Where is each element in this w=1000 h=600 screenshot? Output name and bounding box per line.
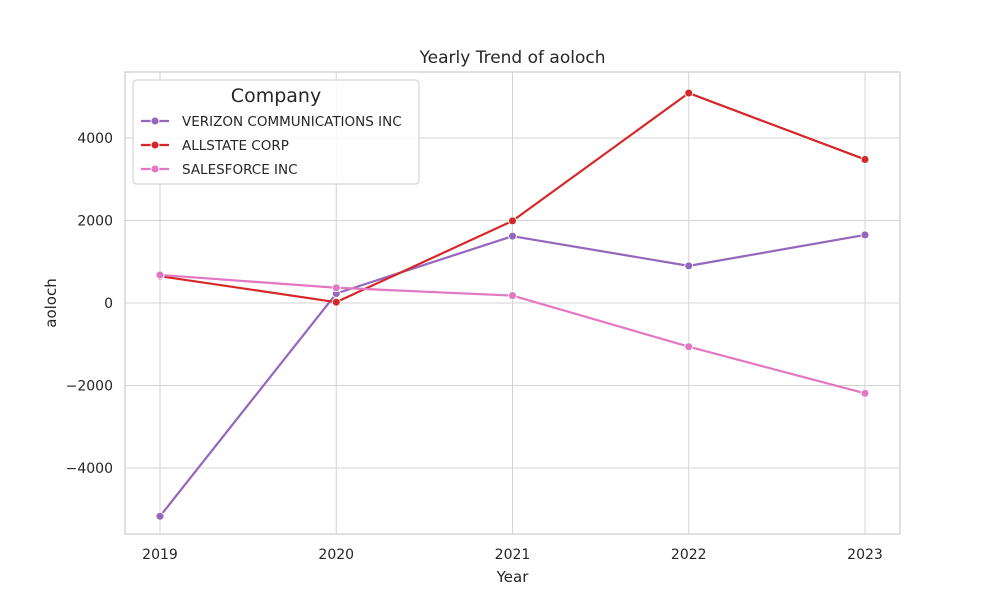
series-0 <box>155 230 870 521</box>
data-point <box>684 342 694 352</box>
legend: Company VERIZON COMMUNICATIONS INC ALLSTA… <box>132 79 420 185</box>
series-layer <box>155 88 870 521</box>
legend-title: Company <box>231 85 321 107</box>
y-tick-label: −4000 <box>66 461 113 477</box>
legend-label: SALESFORCE INC <box>182 162 298 178</box>
data-point <box>155 270 165 280</box>
data-point <box>155 511 165 521</box>
data-point <box>684 88 694 98</box>
y-tick-label: 2000 <box>77 214 113 230</box>
y-axis-title: aoloch <box>42 278 60 327</box>
legend-box <box>132 79 420 185</box>
x-tick-label: 2020 <box>318 547 354 563</box>
y-tick-labels: −4000 −2000 0 2000 4000 <box>66 131 113 477</box>
data-point <box>684 261 694 271</box>
x-tick-labels: 2019 2020 2021 2022 2023 <box>142 547 883 563</box>
legend-entries: VERIZON COMMUNICATIONS INC ALLSTATE CORP S… <box>141 114 402 178</box>
plot-frame <box>124 71 901 535</box>
data-point <box>508 291 517 301</box>
x-tick-label: 2023 <box>847 547 883 563</box>
x-axis-title: Year <box>496 568 530 586</box>
data-point <box>331 283 341 293</box>
x-tick-label: 2021 <box>495 547 531 563</box>
legend-marker <box>150 140 160 150</box>
series-2 <box>155 270 870 398</box>
chart-title: Yearly Trend of aoloch <box>419 48 606 68</box>
data-point <box>508 231 517 241</box>
data-point <box>331 297 341 307</box>
legend-label: VERIZON COMMUNICATIONS INC <box>182 114 402 130</box>
data-point <box>508 216 517 226</box>
data-point <box>860 230 870 240</box>
data-point <box>860 388 870 398</box>
x-tick-label: 2022 <box>671 547 707 563</box>
y-tick-label: 0 <box>104 296 113 312</box>
y-tick-label: −2000 <box>66 379 113 395</box>
x-tick-label: 2019 <box>142 547 178 563</box>
legend-marker <box>150 164 160 174</box>
data-point <box>860 154 870 164</box>
y-tick-label: 4000 <box>77 131 113 147</box>
legend-marker <box>150 116 160 126</box>
legend-label: ALLSTATE CORP <box>182 138 289 154</box>
